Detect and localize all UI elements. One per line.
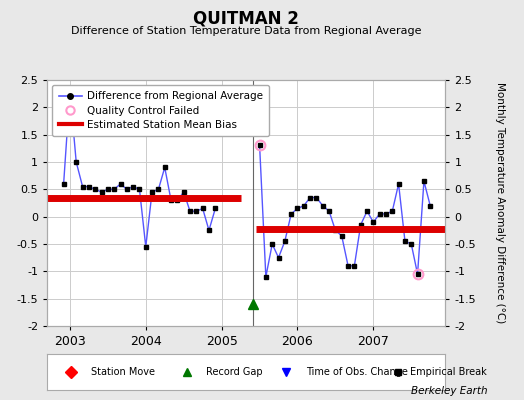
Text: Difference of Station Temperature Data from Regional Average: Difference of Station Temperature Data f… bbox=[71, 26, 421, 36]
Text: Berkeley Earth: Berkeley Earth bbox=[411, 386, 487, 396]
Text: Station Move: Station Move bbox=[91, 367, 155, 377]
Legend: Difference from Regional Average, Quality Control Failed, Estimated Station Mean: Difference from Regional Average, Qualit… bbox=[52, 85, 269, 136]
Y-axis label: Monthly Temperature Anomaly Difference (°C): Monthly Temperature Anomaly Difference (… bbox=[496, 82, 506, 324]
Text: QUITMAN 2: QUITMAN 2 bbox=[193, 10, 299, 28]
Text: Time of Obs. Change: Time of Obs. Change bbox=[306, 367, 408, 377]
Text: Empirical Break: Empirical Break bbox=[410, 367, 486, 377]
Text: Record Gap: Record Gap bbox=[206, 367, 263, 377]
